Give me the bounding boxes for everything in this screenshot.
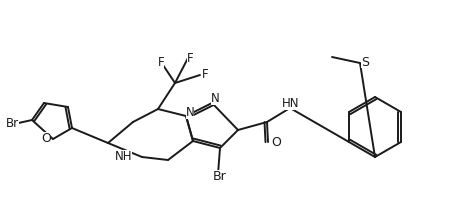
Text: O: O <box>41 133 51 145</box>
Text: S: S <box>361 56 369 69</box>
Text: F: F <box>202 67 208 81</box>
Text: HN: HN <box>282 97 300 111</box>
Text: O: O <box>271 135 281 149</box>
Text: NH: NH <box>114 151 132 163</box>
Text: N: N <box>211 93 219 105</box>
Text: Br: Br <box>213 170 227 184</box>
Text: Br: Br <box>6 117 19 131</box>
Text: N: N <box>185 107 194 119</box>
Text: F: F <box>158 57 164 69</box>
Text: F: F <box>187 52 193 65</box>
